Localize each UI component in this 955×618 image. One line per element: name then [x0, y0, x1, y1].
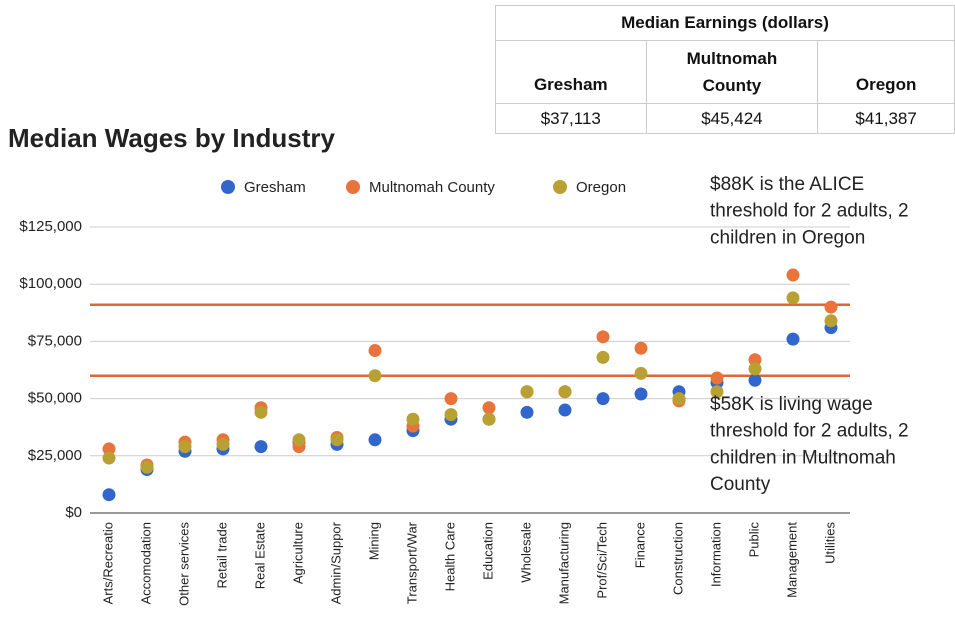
point — [634, 387, 648, 401]
point — [102, 451, 116, 465]
x-tick-label: Public — [746, 522, 761, 558]
earnings-table: Median Earnings (dollars) Gresham Multno… — [495, 5, 955, 134]
point — [444, 408, 458, 422]
y-tick-label: $0 — [65, 504, 82, 521]
point — [786, 332, 800, 346]
point — [596, 330, 610, 344]
point — [406, 412, 420, 426]
point — [140, 460, 154, 474]
point — [558, 385, 572, 399]
x-tick-label: Health Care — [442, 522, 457, 591]
table-cell: $37,113 — [495, 103, 647, 134]
annotation: children in Multnomah — [710, 447, 896, 468]
point — [444, 392, 458, 406]
x-tick-label: Arts/Recreatio — [100, 522, 115, 604]
y-tick-label: $75,000 — [28, 332, 82, 349]
x-tick-label: Agriculture — [290, 522, 305, 584]
point — [786, 268, 800, 282]
chart-title: Median Wages by Industry — [8, 123, 336, 153]
x-tick-label: Mining — [366, 522, 381, 560]
y-tick-label: $25,000 — [28, 447, 82, 464]
x-tick-label: Information — [708, 522, 723, 587]
point — [824, 314, 838, 328]
point — [102, 488, 116, 502]
point — [368, 433, 382, 447]
x-tick-label: Retail trade — [214, 522, 229, 588]
point — [482, 401, 496, 415]
x-tick-label: Education — [480, 522, 495, 580]
point — [786, 291, 800, 305]
point — [748, 353, 762, 367]
y-tick-label: $50,000 — [28, 390, 82, 407]
table-header: Multnomah County — [645, 40, 819, 104]
x-tick-label: Other services — [176, 522, 191, 606]
x-tick-label: Real Estate — [252, 522, 267, 589]
x-tick-label: Transport/War — [404, 521, 419, 604]
annotation: threshold for 2 adults, 2 — [710, 421, 909, 442]
annotation: children in Oregon — [710, 227, 865, 248]
point — [254, 405, 268, 419]
y-tick-label: $100,000 — [19, 275, 82, 292]
annotation: $58K is living wage — [710, 394, 873, 415]
x-tick-label: Finance — [632, 522, 647, 568]
point — [368, 369, 382, 383]
table-cell: $45,424 — [645, 103, 819, 134]
annotation: County — [710, 474, 771, 495]
point — [520, 385, 534, 399]
legend-swatch — [221, 180, 235, 194]
point — [634, 341, 648, 355]
point — [558, 403, 572, 417]
point — [596, 392, 610, 406]
point — [596, 350, 610, 364]
legend-swatch — [346, 180, 360, 194]
point — [368, 344, 382, 358]
x-tick-label: Wholesale — [518, 522, 533, 583]
point — [520, 405, 534, 419]
table-title: Median Earnings (dollars) — [495, 5, 955, 41]
annotation: threshold for 2 adults, 2 — [710, 201, 909, 222]
table-header: Oregon — [817, 40, 955, 104]
point — [216, 437, 230, 451]
legend-swatch — [553, 180, 567, 194]
x-tick-label: Management — [784, 522, 799, 598]
point — [824, 300, 838, 314]
point — [748, 373, 762, 387]
point — [254, 440, 268, 454]
y-tick-label: $125,000 — [19, 218, 82, 235]
x-tick-label: Prof/Sci/Tech — [594, 522, 609, 599]
x-tick-label: Admin/Suppor — [328, 521, 343, 604]
annotation: $88K is the ALICE — [710, 174, 864, 195]
point — [102, 442, 116, 456]
x-tick-label: Accomodation — [138, 522, 153, 604]
legend-label: Multnomah County — [369, 179, 495, 196]
point — [672, 392, 686, 406]
x-tick-label: Construction — [670, 522, 685, 595]
x-tick-label: Utilities — [822, 522, 837, 564]
table-cell: $41,387 — [817, 103, 955, 134]
point — [178, 440, 192, 454]
point — [292, 433, 306, 447]
legend-label: Oregon — [576, 179, 626, 196]
point — [748, 362, 762, 376]
point — [482, 412, 496, 426]
point — [330, 433, 344, 447]
point — [710, 385, 724, 399]
legend-label: Gresham — [244, 179, 306, 196]
x-tick-label: Manufacturing — [556, 522, 571, 604]
point — [710, 371, 724, 385]
table-header: Gresham — [495, 40, 647, 104]
point — [634, 366, 648, 380]
